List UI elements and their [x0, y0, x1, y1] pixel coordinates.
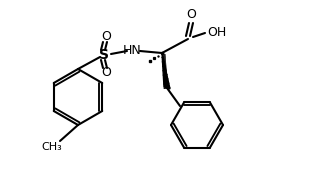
Polygon shape [162, 53, 170, 89]
Text: S: S [99, 48, 109, 62]
Text: OH: OH [207, 27, 227, 40]
Text: O: O [101, 30, 111, 43]
Text: CH₃: CH₃ [42, 142, 62, 152]
Text: HN: HN [123, 43, 141, 56]
Text: O: O [101, 67, 111, 80]
Text: O: O [186, 9, 196, 22]
